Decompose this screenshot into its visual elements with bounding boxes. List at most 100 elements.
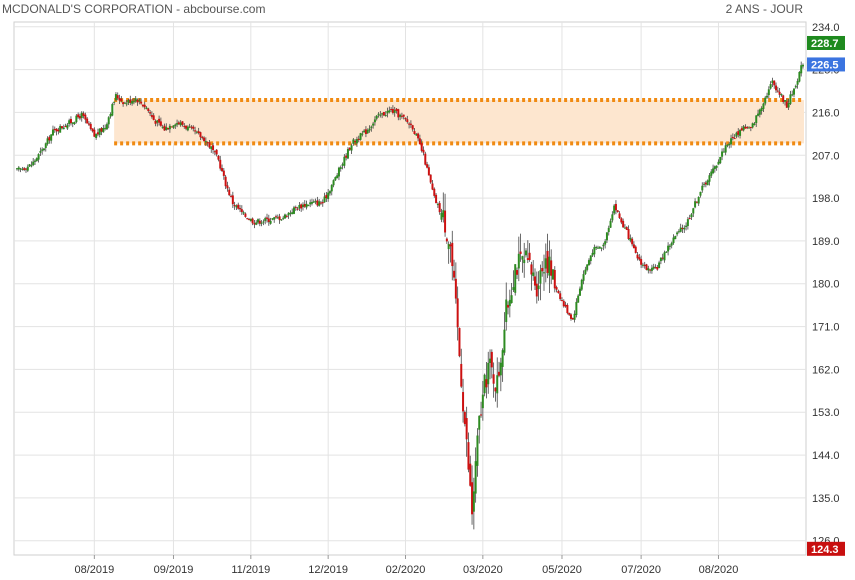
- candle-body: [325, 194, 328, 199]
- candle-body: [87, 123, 90, 125]
- candle-body: [780, 94, 783, 96]
- candle-body: [212, 145, 215, 150]
- candle-body: [596, 247, 599, 249]
- candle-body: [57, 129, 60, 132]
- candle-body: [721, 151, 724, 157]
- candle-body: [553, 270, 556, 289]
- candle-body: [462, 392, 465, 412]
- candle-body: [346, 148, 349, 159]
- candle-body: [388, 110, 391, 113]
- candle-body: [156, 120, 159, 123]
- price-candles: [16, 61, 804, 530]
- candle-body: [357, 138, 360, 141]
- candle-body: [641, 264, 644, 266]
- candle-body: [499, 362, 502, 376]
- candle-body: [733, 138, 736, 140]
- candle-body: [397, 109, 400, 118]
- candle-body: [296, 208, 299, 210]
- candle-body: [753, 123, 756, 125]
- candle-body: [602, 244, 605, 247]
- candle-body: [609, 220, 612, 228]
- candle-body: [37, 154, 40, 160]
- candle-body: [562, 300, 565, 307]
- candle-body: [787, 102, 790, 108]
- high-price-badge: [807, 35, 845, 50]
- candle-body: [203, 137, 206, 142]
- candle-body: [578, 288, 581, 296]
- candle-body: [158, 118, 161, 123]
- candle-body: [508, 299, 511, 307]
- candle-body: [96, 132, 99, 135]
- candle-body: [224, 176, 227, 187]
- candle-body: [301, 204, 304, 207]
- x-tick-label: 02/2020: [386, 564, 426, 576]
- candle-body: [221, 168, 224, 172]
- candle-body: [323, 196, 326, 203]
- candle-body: [542, 272, 545, 274]
- candle-body: [712, 168, 715, 174]
- candle-body: [776, 90, 779, 92]
- candle-body: [719, 156, 722, 164]
- candle-body: [140, 101, 143, 104]
- candle-body: [102, 128, 105, 133]
- candle-body: [53, 128, 56, 130]
- candle-body: [604, 241, 607, 245]
- candle-body: [134, 98, 137, 102]
- candle-body: [519, 251, 522, 254]
- y-tick-label: 144.0: [812, 450, 840, 462]
- candle-body: [775, 85, 778, 91]
- candle-body: [104, 127, 107, 129]
- candle-body: [694, 201, 697, 208]
- candle-body: [532, 272, 535, 277]
- candle-body: [159, 121, 162, 126]
- candle-body: [244, 213, 247, 217]
- candle-body: [248, 219, 251, 221]
- candle-body: [348, 147, 351, 150]
- candle-body: [469, 463, 472, 486]
- candle-body: [591, 252, 594, 256]
- candle-body: [656, 266, 659, 270]
- candle-body: [210, 146, 213, 150]
- candle-body: [595, 247, 598, 249]
- candle-body: [748, 127, 751, 129]
- candle-body: [546, 250, 549, 273]
- candle-body: [267, 218, 270, 223]
- candle-body: [237, 204, 240, 209]
- candle-body: [661, 257, 664, 259]
- candle-body: [82, 113, 85, 116]
- candle-body: [778, 91, 781, 95]
- candle-body: [231, 195, 234, 205]
- candle-body: [355, 139, 358, 144]
- candle-body: [755, 115, 758, 124]
- candle-body: [222, 170, 225, 176]
- candle-body: [782, 95, 785, 102]
- candle-body: [667, 245, 670, 252]
- candle-body: [384, 114, 387, 116]
- candle-body: [149, 112, 152, 114]
- candle-body: [498, 371, 501, 376]
- candle-body: [44, 143, 47, 148]
- candle-body: [557, 290, 560, 294]
- candle-body: [321, 202, 324, 204]
- candle-body: [451, 242, 454, 267]
- candle-body: [668, 245, 671, 247]
- candle-body: [704, 182, 707, 185]
- candle-body: [84, 114, 87, 120]
- candle-body: [800, 65, 803, 74]
- candle-body: [120, 99, 123, 102]
- candle-body: [345, 155, 348, 158]
- candle-body: [577, 295, 580, 303]
- candle-body: [123, 102, 126, 104]
- candle-body: [708, 175, 711, 182]
- candle-body: [758, 109, 761, 115]
- candle-body: [271, 218, 274, 220]
- candle-body: [150, 115, 153, 117]
- candle-body: [334, 177, 337, 181]
- candle-body: [683, 227, 686, 230]
- candle-body: [652, 266, 655, 269]
- candle-body: [544, 258, 547, 269]
- candle-body: [737, 131, 740, 135]
- candle-body: [269, 220, 272, 224]
- candle-body: [181, 121, 184, 125]
- candle-body: [541, 267, 544, 272]
